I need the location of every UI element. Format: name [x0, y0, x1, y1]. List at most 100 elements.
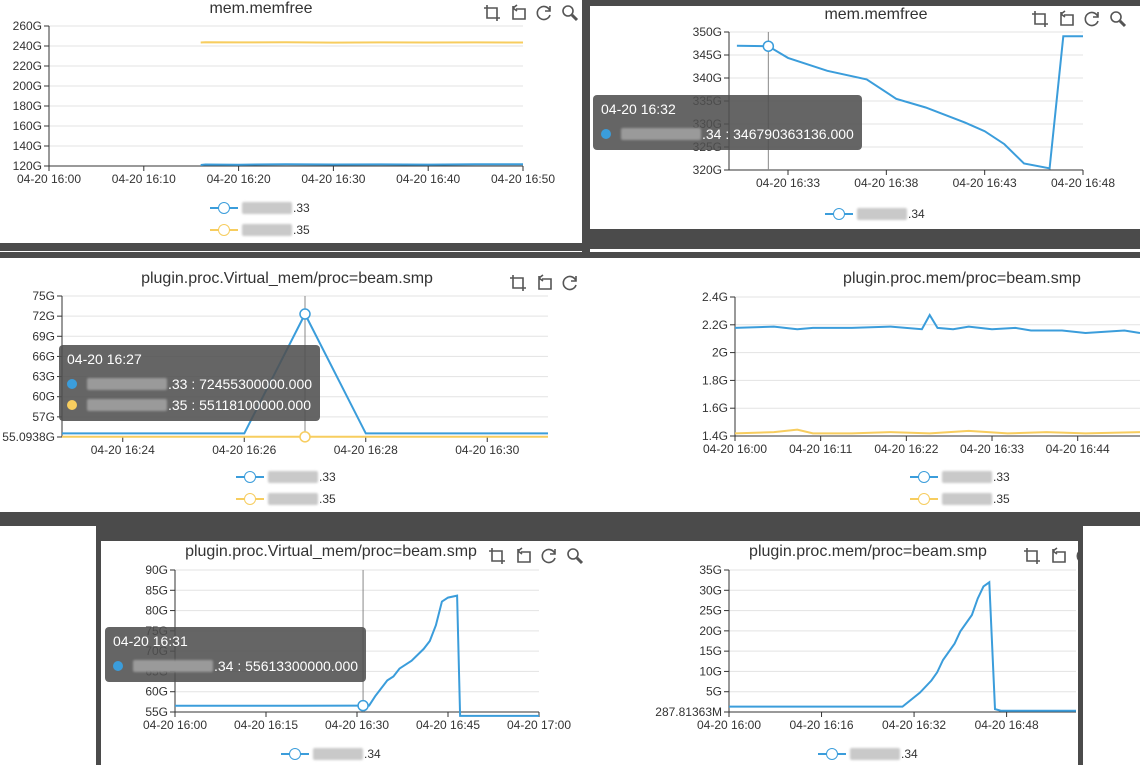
legend-marker-icon: [210, 201, 238, 215]
chart-panel-proc-mem-bottom: plugin.proc.mem/proc=beam.smp 287.81363M…: [590, 541, 1078, 765]
tooltip-value: 55118100000.000: [199, 396, 311, 413]
tooltip-value: 55613300000.000: [245, 657, 359, 674]
separator-right-top-header: [590, 0, 1140, 6]
hover-point: [299, 431, 311, 443]
zoom-select-icon[interactable]: [1022, 546, 1042, 566]
legend-item[interactable]: .35: [910, 488, 1010, 510]
zoom-select-icon[interactable]: [487, 546, 507, 566]
x-tick-label: 04-20 16:00: [17, 172, 81, 186]
x-tick-label: 04-20 16:33: [960, 442, 1024, 456]
chart-toolbar: [508, 273, 580, 293]
redacted-host-prefix: [87, 377, 167, 390]
chart-title: mem.memfree: [209, 0, 313, 17]
x-tick-label: 04-20 16:33: [756, 176, 820, 190]
tooltip-time: 04-20 16:32: [601, 101, 676, 117]
tooltip-value: 346790363136.000: [733, 125, 854, 142]
legend-label: .33: [293, 201, 310, 215]
series-line: [734, 312, 1140, 335]
y-tick-label: 320G: [693, 163, 722, 177]
y-tick-label: 60G: [145, 685, 168, 699]
legend-label: .35: [993, 492, 1010, 506]
zoom-select-icon[interactable]: [1030, 9, 1050, 29]
tooltip-separator: :: [233, 657, 246, 674]
series-line: [734, 428, 1140, 435]
zoom-reset-icon[interactable]: [508, 3, 528, 23]
refresh-icon[interactable]: [560, 273, 580, 293]
legend-label: .35: [293, 223, 310, 237]
legend-item[interactable]: .33: [236, 466, 336, 488]
tooltip-time: 04-20 16:27: [67, 351, 142, 367]
y-tick-label: 75G: [32, 289, 55, 303]
x-tick-label: 04-20 16:30: [325, 718, 389, 732]
separator-bottom-right-edge: [1078, 526, 1083, 765]
redacted-host-prefix: [313, 748, 363, 760]
legend-item[interactable]: .33: [910, 466, 1010, 488]
x-tick-label: 04-20 17:00: [507, 718, 571, 732]
search-icon[interactable]: [565, 546, 585, 566]
chart-plot: 120G 140G 160G 180G 200G 220G 240G 260G 04-20 16…: [13, 19, 556, 186]
legend-item[interactable]: .34: [818, 743, 918, 765]
legend-item[interactable]: .35: [210, 219, 310, 241]
tooltip-series: .33: [168, 375, 188, 392]
tooltip-series: .34: [702, 125, 722, 142]
x-tick-label: 04-20 16:00: [143, 718, 207, 732]
x-tick-label: 04-20 16:40: [396, 172, 460, 186]
hover-point: [762, 40, 775, 52]
x-tick-label: 04-20 16:10: [112, 172, 176, 186]
y-tick-label: 35G: [699, 563, 722, 577]
redacted-host-prefix: [942, 493, 992, 505]
chart-legend: .33 .35: [210, 197, 310, 241]
search-icon[interactable]: [560, 3, 580, 23]
y-tick-label: 1.8G: [702, 373, 728, 387]
refresh-icon[interactable]: [1074, 546, 1078, 566]
redacted-host-prefix: [942, 471, 992, 483]
y-tick-label: 260G: [13, 19, 42, 33]
x-tick-label: 04-20 16:22: [874, 442, 938, 456]
legend-label: .34: [908, 207, 925, 221]
legend-marker-icon: [236, 470, 264, 484]
zoom-select-icon[interactable]: [508, 273, 528, 293]
legend-marker-icon: [910, 492, 938, 506]
chart-title: plugin.proc.mem/proc=beam.smp: [843, 270, 1081, 287]
chart-toolbar: [482, 3, 580, 23]
zoom-reset-icon[interactable]: [534, 273, 554, 293]
chart-plot: 55.0938G 57G 60G 63G 66G 69G 72G 75G 04-20 16:24…: [2, 289, 548, 457]
zoom-reset-icon[interactable]: [1048, 546, 1068, 566]
series-line: [736, 35, 1083, 170]
y-tick-label: 180G: [13, 99, 42, 113]
refresh-icon[interactable]: [534, 3, 554, 23]
x-tick-label: 04-20 16:48: [1051, 176, 1115, 190]
x-tick-label: 04-20 16:30: [301, 172, 365, 186]
x-tick-label: 04-20 16:50: [491, 172, 555, 186]
legend-item[interactable]: .34: [825, 203, 925, 225]
zoom-reset-icon[interactable]: [1056, 9, 1076, 29]
legend-item[interactable]: .34: [281, 743, 381, 765]
y-tick-label: 350G: [693, 25, 722, 39]
y-tick-label: 90G: [145, 563, 168, 577]
tooltip-time: 04-20 16:31: [113, 633, 188, 649]
chart-tooltip: 04-20 16:31 .34 : 55613300000.000: [105, 627, 367, 682]
legend-item[interactable]: .33: [210, 197, 310, 219]
x-tick-label: 04-20 16:48: [975, 718, 1039, 732]
y-tick-label: 72G: [32, 309, 55, 323]
series-dot-icon: [67, 378, 77, 389]
zoom-reset-icon[interactable]: [513, 546, 533, 566]
y-tick-label: 2.4G: [702, 290, 728, 304]
chart-panel-memfree-left: mem.memfree 120G 140G 160G 180G 200G 220G 240G…: [0, 0, 580, 243]
y-tick-label: 69G: [32, 329, 55, 343]
separator-vertical-top: [582, 0, 590, 255]
chart-legend: .33 .35: [236, 466, 336, 510]
chart-panel-memfree-right: mem.memfree 320G325G330G335G340G345G350G…: [590, 6, 1140, 229]
y-tick-label: 5G: [706, 685, 722, 699]
search-icon[interactable]: [1108, 9, 1128, 29]
refresh-icon[interactable]: [1082, 9, 1102, 29]
zoom-select-icon[interactable]: [482, 3, 502, 23]
separator-horizontal-2: [0, 512, 1140, 526]
refresh-icon[interactable]: [539, 546, 559, 566]
redacted-host-prefix: [850, 748, 900, 760]
legend-item[interactable]: .35: [236, 488, 336, 510]
chart-plot: 287.81363M 5G 10G 15G 20G 25G 30G 35G 04-20 16:0…: [655, 563, 1076, 732]
chart-legend: .34: [818, 743, 918, 765]
legend-label: .34: [901, 747, 918, 761]
tooltip-series: .35: [168, 396, 188, 413]
